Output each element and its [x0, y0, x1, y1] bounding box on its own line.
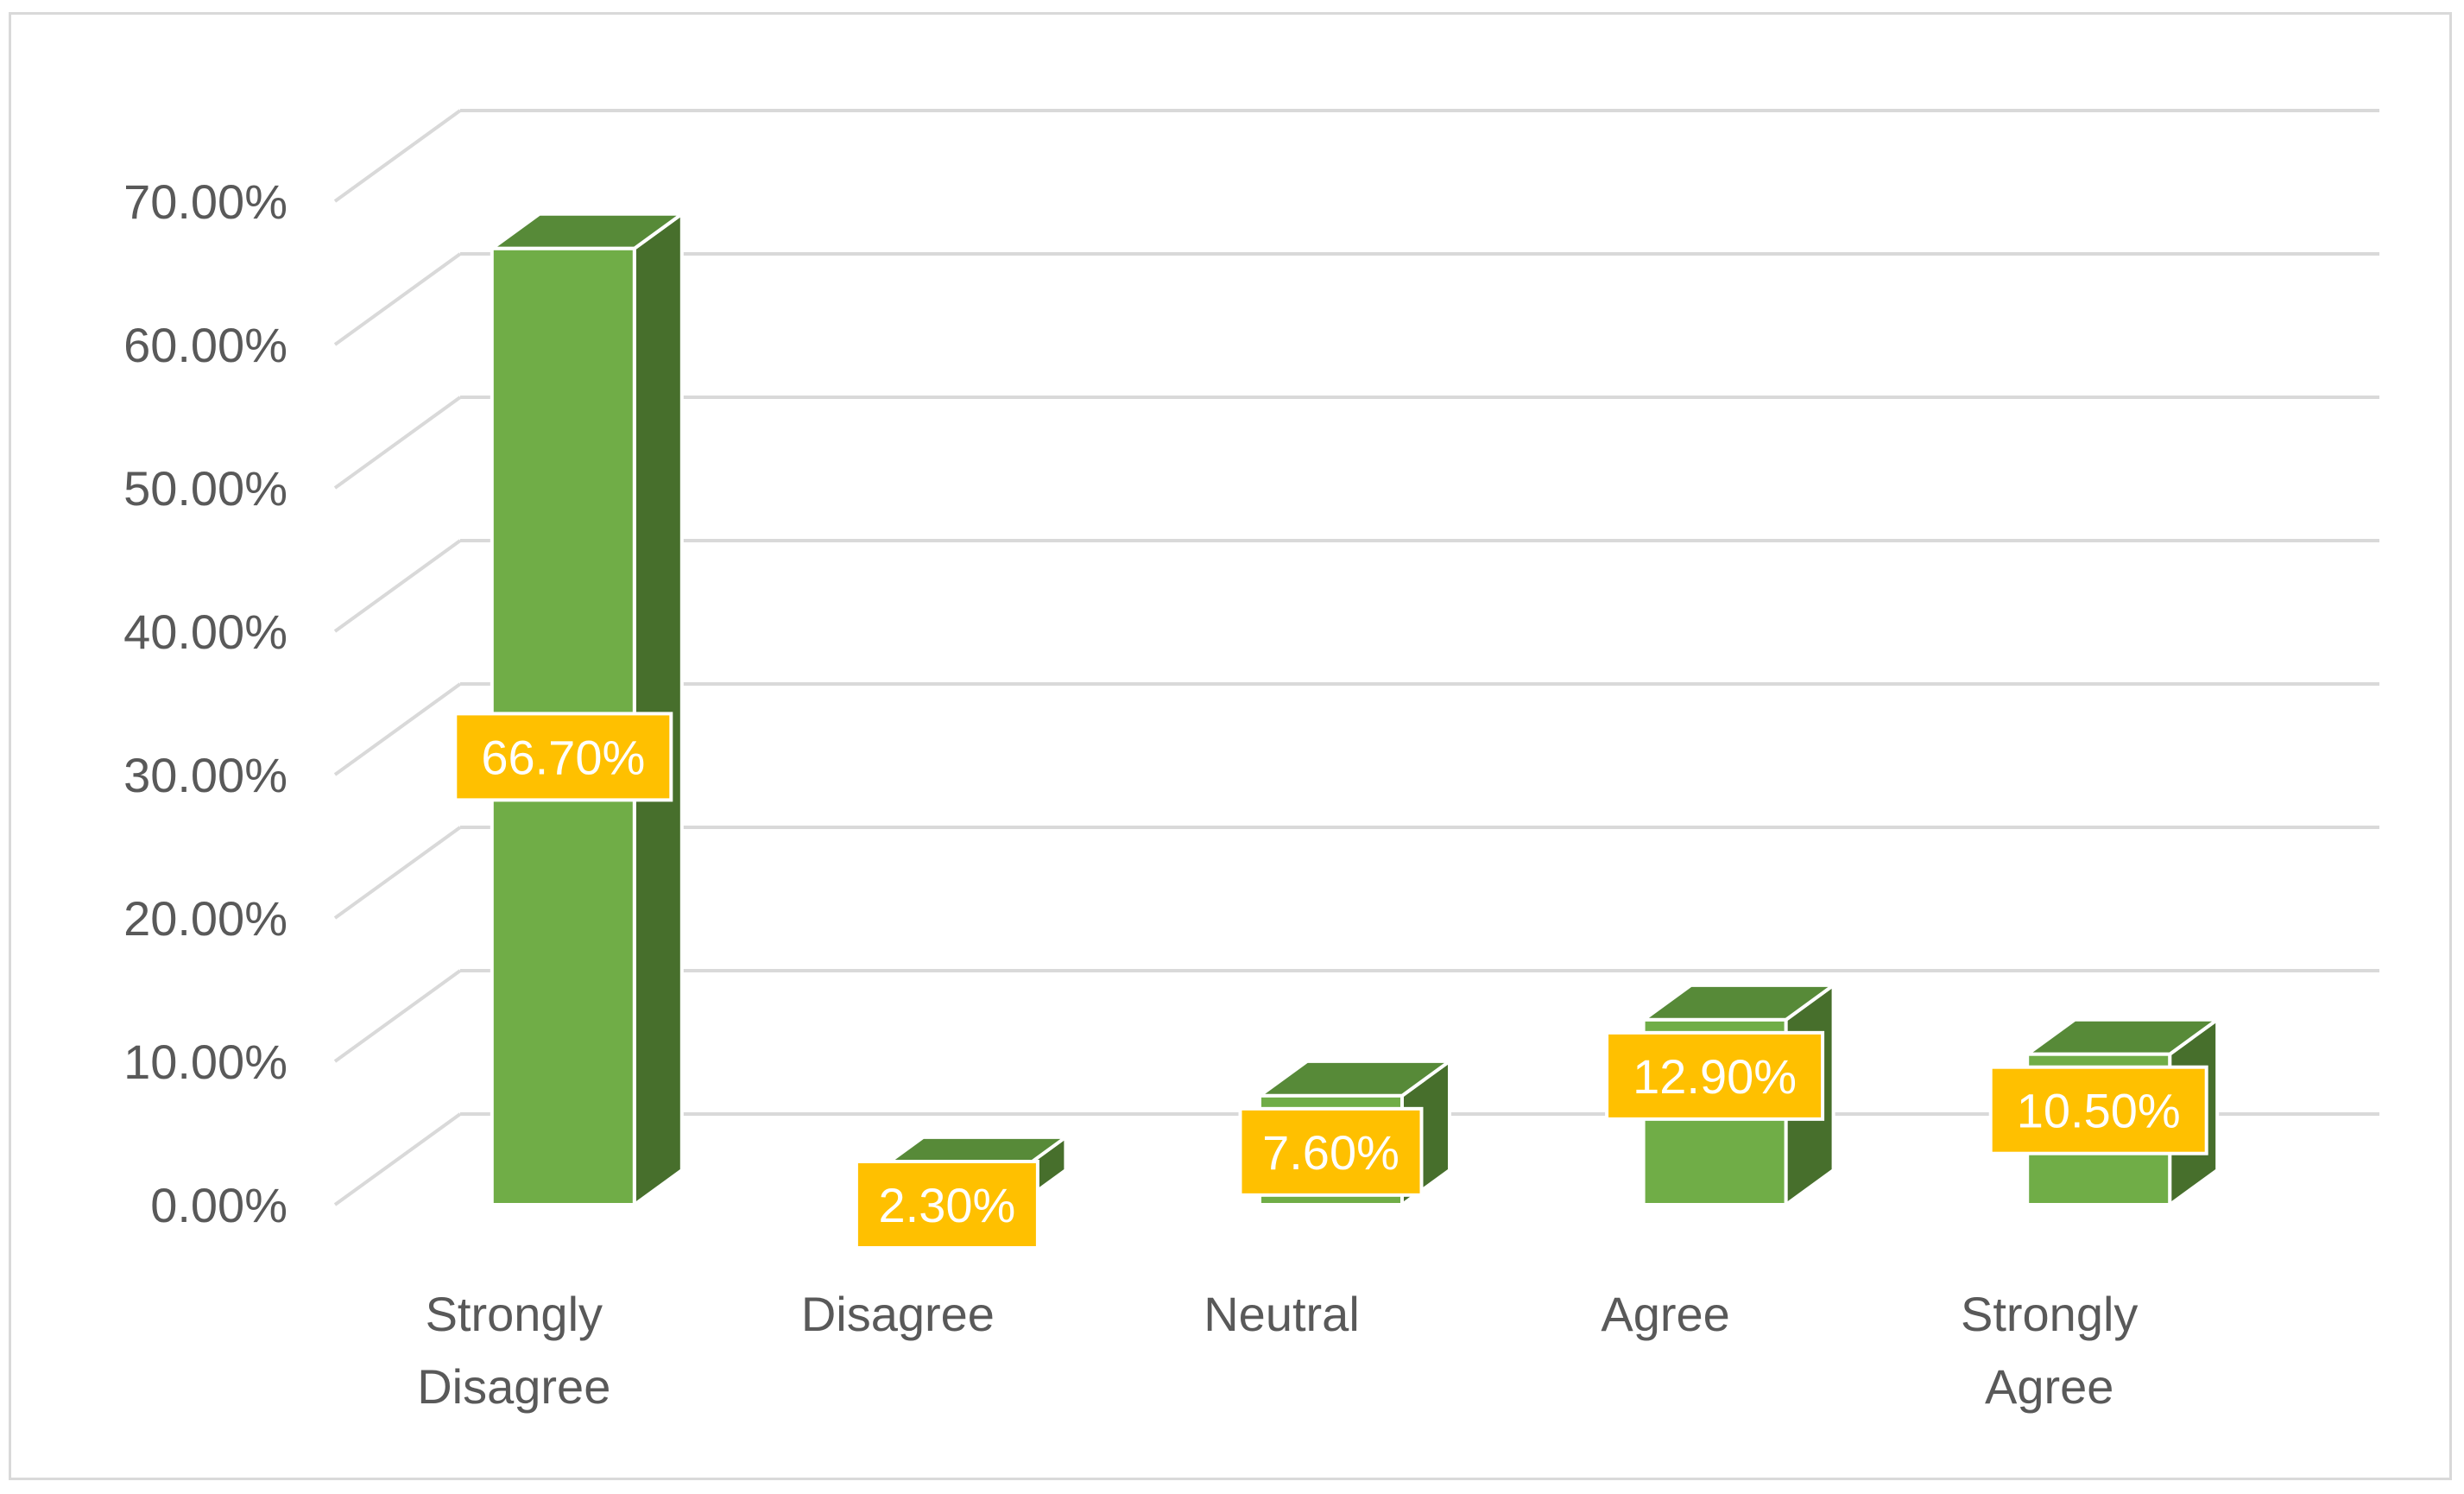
data-label-2: 7.60% [1238, 1106, 1424, 1197]
data-label-3: 12.90% [1605, 1030, 1825, 1121]
chart-canvas: 0.00% 10.00% 20.00% 30.00% 40.00% 50.00% 60.00… [123, 109, 2379, 1414]
gridline-side [333, 252, 462, 346]
data-label: 2.30% [879, 1178, 1016, 1232]
category-label: Strongly [426, 1287, 603, 1341]
gridline-side [333, 396, 462, 490]
category-label: Disagree [801, 1287, 995, 1341]
y-tick-label: 20.00% [123, 891, 287, 946]
data-label-box [1988, 1065, 2208, 1155]
y-axis-ticks: 0.00% 10.00% 20.00% 30.00% 40.00% 50.00% 60.00… [123, 174, 287, 1232]
bar-side [632, 212, 684, 1206]
data-label: 7.60% [1262, 1125, 1399, 1180]
data-label-box [1605, 1030, 1825, 1121]
gridline-side [333, 682, 462, 776]
y-tick-label: 30.00% [123, 748, 287, 802]
chart-frame: 0.00% 10.00% 20.00% 30.00% 40.00% 50.00% 60.00… [9, 12, 2452, 1480]
y-tick-label: 60.00% [123, 318, 287, 372]
gridline-side [333, 969, 462, 1063]
y-tick-label: 10.00% [123, 1035, 287, 1089]
data-label-4: 10.50% [1988, 1065, 2208, 1155]
gridline-side [333, 539, 462, 633]
data-label-1: 2.30% [854, 1160, 1039, 1250]
category-label: Agree [1985, 1359, 2113, 1414]
data-label-box [453, 712, 673, 802]
gridline-side [333, 1112, 462, 1206]
data-label: 12.90% [1633, 1049, 1797, 1104]
bar-0 [490, 212, 684, 1206]
y-tick-label: 40.00% [123, 605, 287, 659]
data-label-box [1238, 1106, 1424, 1197]
data-label: 66.70% [481, 730, 645, 784]
gridlines [333, 109, 2379, 1206]
x-axis-categories: Strongly Disagree Disagree Neutral Agree Stro… [417, 1287, 2138, 1414]
data-labels: 66.70% 2.30% 7.60% 12.90% 10.50% [453, 712, 2208, 1250]
gridline-side [333, 109, 462, 203]
bars [490, 212, 2220, 1206]
y-tick-label: 50.00% [123, 461, 287, 516]
data-label: 10.50% [2017, 1084, 2181, 1138]
category-label: Disagree [417, 1359, 610, 1414]
gridline-side [333, 826, 462, 920]
category-label: Neutral [1204, 1287, 1360, 1341]
category-label: Agree [1601, 1287, 1729, 1341]
data-label-0: 66.70% [453, 712, 673, 802]
y-tick-label: 70.00% [123, 174, 287, 229]
data-label-box [854, 1160, 1039, 1250]
y-tick-label: 0.00% [150, 1178, 287, 1232]
category-label: Strongly [1961, 1287, 2138, 1341]
